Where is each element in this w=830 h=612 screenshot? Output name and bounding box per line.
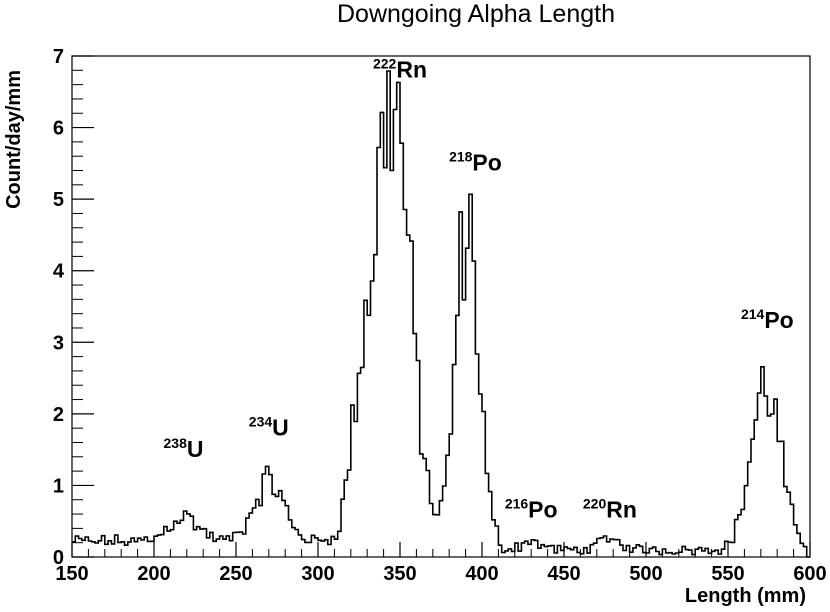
x-tick-label: 250	[219, 563, 252, 585]
peak-label-u238: 238U	[164, 435, 204, 462]
x-tick-label: 200	[137, 563, 170, 585]
chart-title: Downgoing Alpha Length	[337, 0, 615, 28]
y-tick-label: 0	[53, 547, 64, 569]
peak-element: U	[187, 436, 204, 462]
peak-mass-number: 216	[505, 496, 529, 512]
plot-frame	[71, 55, 811, 558]
y-tick-label: 1	[53, 475, 64, 497]
x-tick-label: 300	[301, 563, 334, 585]
peak-mass-number: 222	[373, 55, 397, 71]
x-tick-label: 450	[547, 563, 580, 585]
peak-label-po214: 214Po	[741, 306, 794, 333]
peak-mass-number: 220	[583, 496, 607, 512]
peak-mass-number: 214	[741, 306, 765, 322]
y-tick-label: 5	[53, 189, 64, 211]
x-tick-label: 400	[465, 563, 498, 585]
peak-element: Po	[764, 307, 793, 333]
peak-mass-number: 218	[449, 149, 473, 165]
peak-element: Rn	[396, 56, 427, 82]
y-tick-label: 6	[53, 118, 64, 140]
y-tick-label: 2	[53, 404, 64, 426]
y-axis-title: Count/day/mm	[3, 70, 25, 209]
y-axis: 0 1 2 3 4 5 6 7	[53, 46, 94, 569]
x-tick-label: 500	[629, 563, 662, 585]
peak-element: Rn	[606, 497, 637, 523]
x-tick-label: 150	[55, 563, 88, 585]
peak-label-u234: 234U	[249, 413, 289, 440]
peak-element: Po	[528, 497, 557, 523]
peak-mass-number: 234	[249, 413, 273, 429]
peak-label-rn220: 220Rn	[583, 496, 637, 523]
y-tick-label: 7	[53, 46, 64, 68]
histogram-line	[72, 70, 810, 558]
y-tick-label: 4	[53, 261, 65, 283]
peak-label-po216: 216Po	[505, 496, 558, 523]
x-tick-label: 600	[793, 563, 826, 585]
peak-element: Po	[472, 150, 501, 176]
peak-label-po218: 218Po	[449, 149, 502, 176]
x-tick-label: 550	[711, 563, 744, 585]
x-axis: 150 200 250 300 350 400 450 500 550 600	[55, 542, 827, 585]
x-tick-label: 350	[383, 563, 416, 585]
y-tick-label: 3	[53, 332, 64, 354]
peak-mass-number: 238	[164, 435, 188, 451]
x-axis-title: Length (mm)	[685, 585, 806, 607]
peak-element: U	[272, 414, 289, 440]
peak-label-rn222: 222Rn	[373, 55, 427, 82]
